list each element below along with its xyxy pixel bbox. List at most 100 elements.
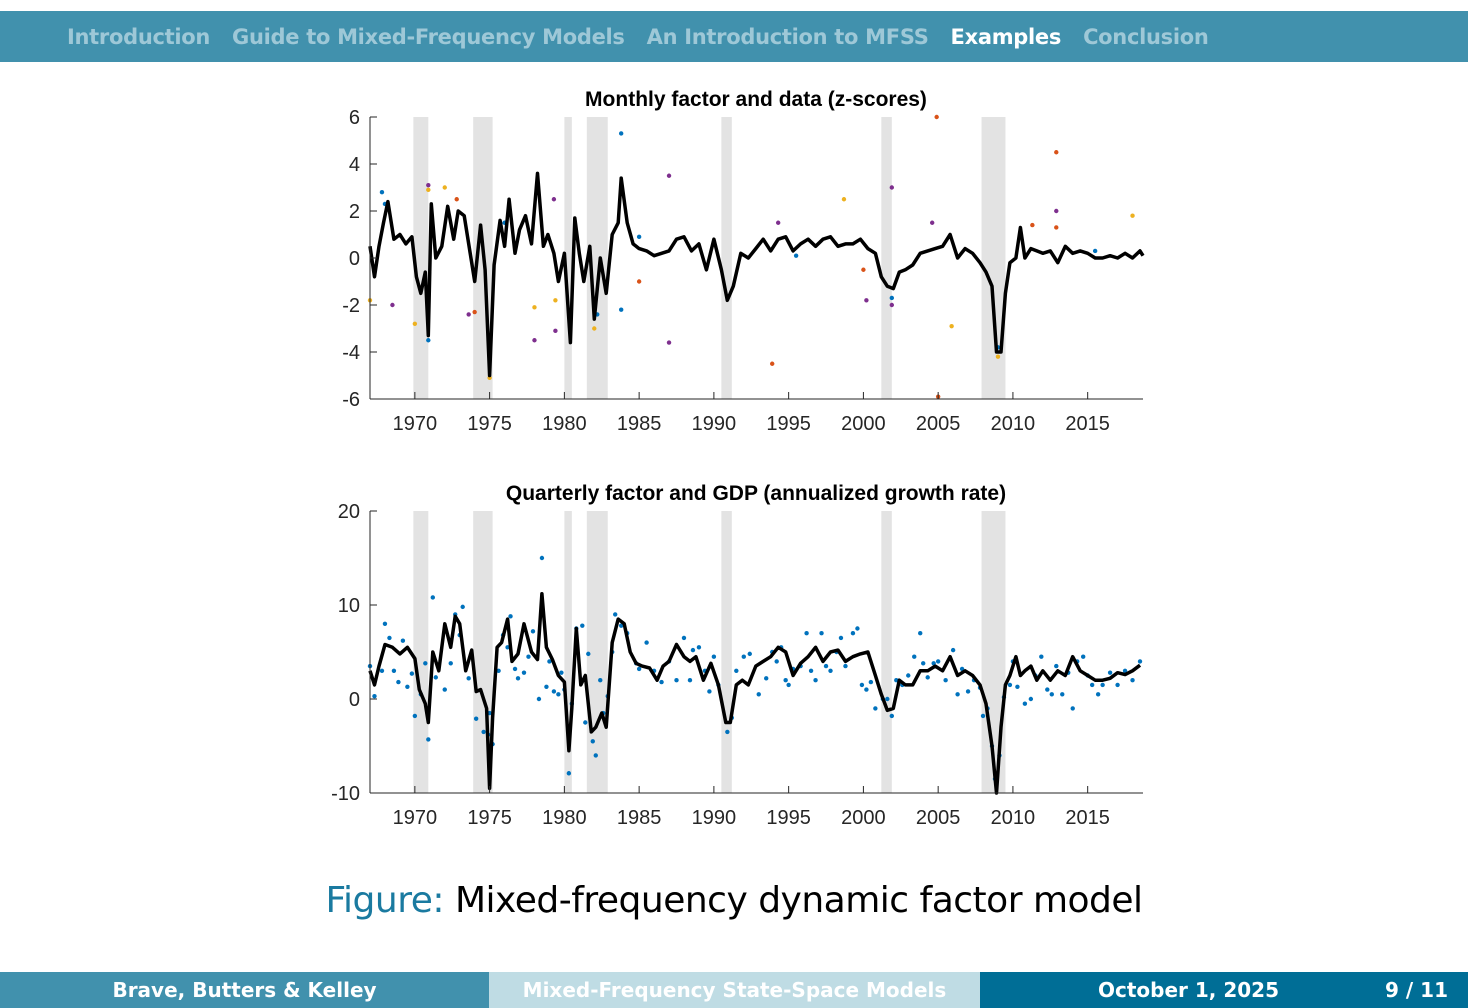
data-point — [889, 185, 895, 190]
data-point — [505, 645, 510, 650]
data-point — [786, 682, 791, 688]
data-point — [472, 309, 477, 315]
data-point — [1045, 687, 1050, 692]
data-point — [659, 679, 664, 685]
data-point — [1054, 150, 1059, 155]
data-point — [934, 114, 939, 120]
data-point — [965, 689, 971, 694]
y-tick-label: -10 — [331, 783, 360, 805]
data-point — [828, 668, 833, 673]
data-point — [426, 182, 431, 188]
x-tick-label: 1975 — [467, 413, 512, 435]
data-point — [430, 595, 435, 600]
x-tick-label: 2005 — [916, 807, 961, 829]
x-tick-label: 1995 — [766, 807, 811, 829]
data-point — [793, 253, 799, 258]
data-point — [864, 298, 869, 303]
data-point — [681, 635, 687, 641]
data-point — [580, 623, 585, 628]
data-point — [1054, 225, 1059, 230]
nav-intro-mfss[interactable]: An Introduction to MFSS — [646, 24, 929, 49]
recession-band — [564, 117, 572, 399]
nav-examples[interactable]: Examples — [950, 24, 1062, 49]
y-tick-label: 6 — [349, 107, 360, 129]
data-point — [756, 692, 761, 697]
x-tick-label: 1985 — [617, 807, 662, 829]
data-point — [460, 604, 465, 610]
data-point — [544, 684, 549, 689]
data-point — [426, 338, 431, 343]
data-point — [532, 338, 537, 343]
data-point — [566, 771, 572, 776]
data-point — [512, 666, 518, 672]
data-point — [707, 689, 712, 694]
data-point — [598, 678, 603, 683]
data-point — [530, 629, 536, 634]
data-point — [931, 661, 936, 666]
data-point — [929, 220, 935, 225]
x-tick-label: 1970 — [393, 413, 438, 435]
x-tick-label: 2000 — [841, 807, 886, 829]
data-point — [1030, 222, 1035, 228]
data-point — [804, 631, 809, 636]
recession-band — [881, 511, 892, 793]
page-number: 9 / 11 — [1385, 978, 1448, 1002]
footer-bar: Brave, Butters & Kelley Mixed-Frequency … — [0, 972, 1468, 1008]
y-tick-label: 2 — [349, 201, 360, 223]
data-point — [508, 614, 513, 619]
data-point — [674, 678, 679, 683]
data-point — [925, 675, 930, 680]
data-point — [1137, 659, 1143, 664]
data-point — [943, 678, 948, 683]
data-point — [559, 670, 564, 675]
nav-conclusion[interactable]: Conclusion — [1083, 24, 1209, 49]
data-point — [774, 659, 779, 664]
data-point — [666, 173, 672, 178]
recession-band — [721, 117, 732, 399]
data-point — [868, 679, 874, 685]
data-point — [696, 645, 702, 650]
data-point — [949, 323, 954, 329]
data-point — [850, 631, 856, 636]
data-point — [442, 185, 447, 190]
data-point — [553, 298, 558, 303]
data-point — [912, 654, 917, 659]
x-tick-label: 1980 — [542, 807, 587, 829]
data-point — [823, 663, 829, 669]
data-point — [1070, 706, 1075, 711]
recession-band — [413, 511, 429, 793]
data-point — [1039, 654, 1044, 659]
recession-band — [721, 511, 732, 793]
data-point — [400, 638, 406, 643]
data-point — [906, 673, 911, 678]
data-point — [1054, 663, 1059, 669]
figure-caption: Figure: Mixed-frequency dynamic factor m… — [0, 880, 1468, 921]
footer-date: October 1, 2025 — [1098, 978, 1280, 1002]
x-tick-label: 1975 — [467, 807, 512, 829]
data-point — [1080, 654, 1086, 659]
nav-guide-mixed-frequency[interactable]: Guide to Mixed-Frequency Models — [232, 24, 625, 49]
data-point — [764, 676, 769, 681]
data-point — [481, 729, 486, 735]
nav-introduction[interactable]: Introduction — [67, 24, 211, 49]
data-point — [409, 671, 415, 676]
data-point — [885, 696, 890, 702]
data-point — [1007, 682, 1013, 688]
data-point — [690, 647, 696, 653]
data-point — [618, 131, 624, 136]
recession-band — [413, 117, 429, 399]
x-tick-label: 1980 — [542, 413, 587, 435]
data-point — [412, 713, 418, 719]
data-point — [687, 678, 693, 683]
data-point — [1015, 684, 1020, 689]
recession-band — [586, 511, 608, 793]
data-point — [391, 668, 397, 673]
data-point — [1089, 682, 1095, 688]
data-point — [711, 654, 717, 659]
y-tick-label: 4 — [349, 154, 360, 176]
section-navigation: Introduction Guide to Mixed-Frequency Mo… — [0, 11, 1468, 62]
data-point — [593, 753, 598, 758]
data-point — [590, 739, 595, 744]
data-point — [775, 220, 781, 225]
recession-band — [881, 117, 892, 399]
